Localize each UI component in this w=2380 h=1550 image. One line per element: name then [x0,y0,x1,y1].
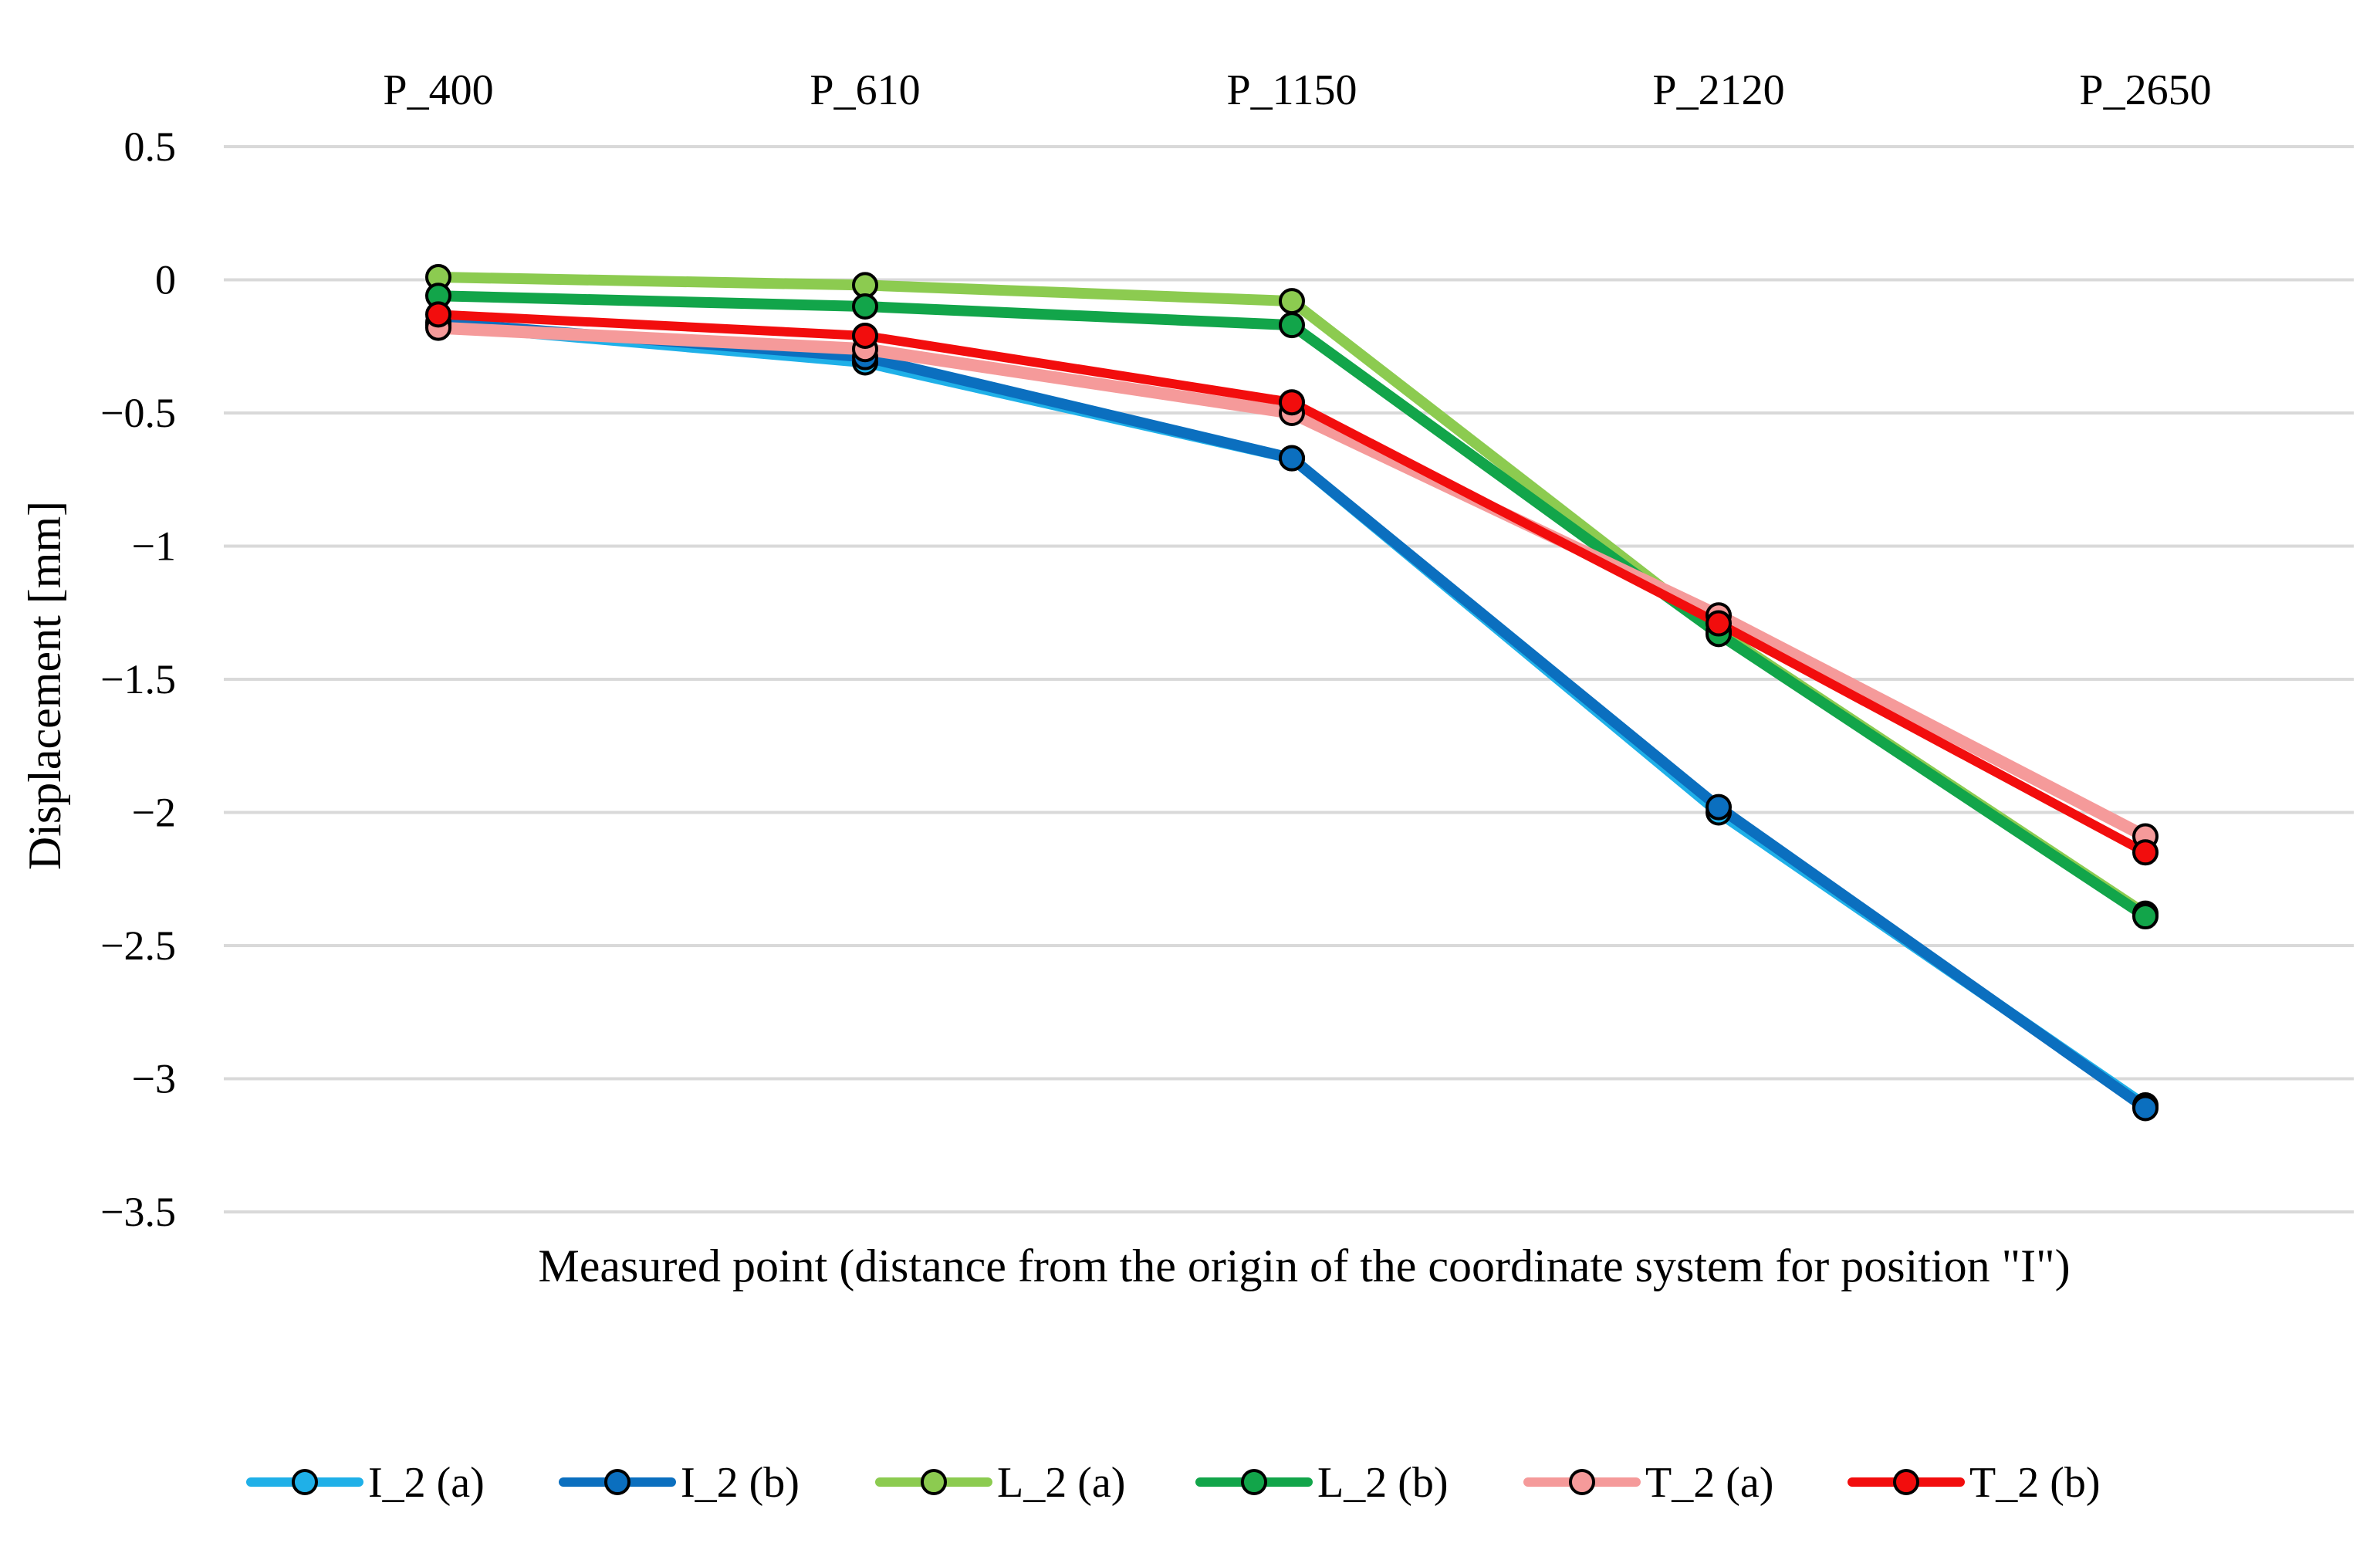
legend-swatch-marker [1241,1469,1267,1495]
y-tick-label: −3.5 [100,1189,176,1235]
legend-item[interactable]: L_2 (b) [1195,1459,1449,1507]
legend-swatch-marker [604,1469,630,1495]
legend-swatch-marker [1569,1469,1595,1495]
legend-swatch-marker [292,1469,318,1495]
data-point [1279,389,1305,416]
y-tick-label: −1.5 [100,656,176,702]
legend-label: L_2 (b) [1317,1459,1449,1507]
legend-item[interactable]: I_2 (a) [246,1459,485,1507]
y-axis-tick-labels: 0.5 0 −0.5 −1 −1.5 −2 −2.5 −3 −3.5 [100,124,176,1235]
data-point [852,293,878,320]
legend-swatch-marker [1893,1469,1919,1495]
category-labels: P_400 P_610 P_1150 P_2120 P_2650 [383,66,2211,114]
data-point [2132,839,2159,866]
data-point [1279,288,1305,315]
y-tick-label: 0 [155,257,176,303]
category-label: P_1150 [1226,66,1357,114]
legend-label: T_2 (b) [1969,1459,2101,1507]
data-point [852,322,878,349]
data-point [1279,445,1305,472]
y-tick-label: −2 [132,790,176,836]
legend-label: I_2 (b) [681,1459,800,1507]
data-point [1706,610,1732,637]
legend-item[interactable]: T_2 (a) [1523,1459,1773,1507]
legend-item[interactable]: I_2 (b) [559,1459,800,1507]
data-point [2132,903,2159,930]
category-label: P_610 [810,66,920,114]
series-markers [425,264,2159,1122]
data-point [852,272,878,299]
category-label: P_400 [383,66,493,114]
y-tick-label: −0.5 [100,390,176,436]
legend-label: L_2 (a) [997,1459,1125,1507]
legend-item[interactable]: T_2 (b) [1848,1459,2101,1507]
data-point [2132,1095,2159,1122]
data-point [1706,794,1732,821]
legend-label: T_2 (a) [1645,1459,1773,1507]
legend[interactable]: I_2 (a) I_2 (b) L_2 (a) L_2 (b) T_2 (a) T_2 (… [246,1459,2101,1507]
series-line [433,272,2151,919]
x-axis-title: Measured point (distance from the origin… [538,1240,2070,1291]
y-tick-label: −3 [132,1056,176,1102]
legend-item[interactable]: L_2 (a) [875,1459,1125,1507]
data-point [1279,312,1305,339]
category-label: P_2120 [1652,66,1784,114]
y-tick-label: −1 [132,523,176,570]
y-axis-title: Displacement [mm] [19,501,70,870]
y-tick-label: 0.5 [124,124,177,170]
legend-label: I_2 (a) [368,1459,485,1507]
data-point [425,301,451,328]
category-label: P_2650 [2079,66,2211,114]
legend-swatch-marker [921,1469,947,1495]
y-tick-label: −2.5 [100,922,176,969]
series-line [433,290,2151,922]
